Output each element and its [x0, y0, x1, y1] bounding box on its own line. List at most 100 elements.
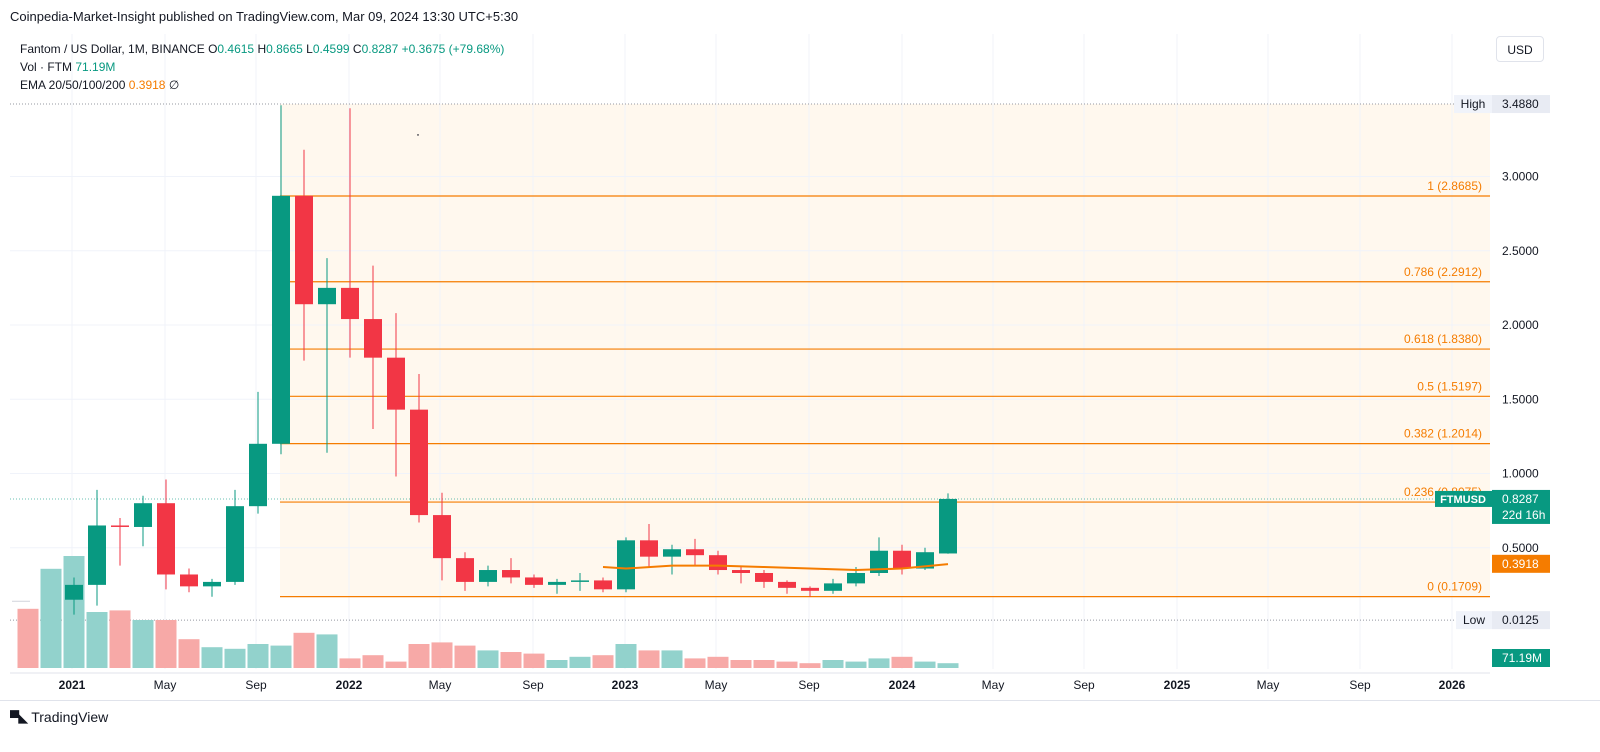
y-tick-label: 0.5000	[1502, 541, 1539, 555]
x-tick-label: Sep	[798, 678, 820, 692]
y-tick-label: 1.0000	[1502, 467, 1539, 481]
legend-volume-label: Vol · FTM	[20, 60, 73, 74]
candle-body	[870, 550, 888, 573]
candle-body	[571, 580, 589, 582]
x-tick-label: May	[982, 678, 1005, 692]
candle-body	[341, 287, 359, 320]
candle-body	[939, 498, 957, 554]
volume-bar	[753, 660, 775, 668]
legend-ema-null: ∅	[168, 78, 180, 92]
volume-bar	[201, 647, 223, 668]
candle-body	[433, 515, 451, 559]
publisher-info: Coinpedia-Market-Insight published on Tr…	[10, 9, 519, 24]
volume-bar	[569, 656, 591, 668]
volume-value-badge	[1492, 649, 1550, 667]
x-tick-label: May	[154, 678, 177, 692]
candle-body	[778, 581, 796, 588]
candle-body	[203, 581, 221, 587]
candle-body	[525, 577, 543, 585]
last-price-badge	[1492, 489, 1550, 524]
ema-value: 0.3918	[1502, 557, 1539, 571]
volume-bar	[937, 663, 959, 668]
tradingview-logo-icon: ▀◣	[10, 710, 28, 725]
x-tick-label: 2025	[1164, 678, 1191, 692]
candle-body	[456, 558, 474, 582]
legend-low-label: L	[306, 42, 313, 56]
candle-body	[801, 587, 819, 591]
candle-body	[847, 572, 865, 584]
volume-bar	[868, 658, 890, 668]
volume-bar	[362, 655, 384, 668]
high-value-badge	[1492, 95, 1550, 114]
tradingview-footer[interactable]: ▀◣ TradingView	[10, 709, 108, 726]
legend-change: +0.3675 (+79.68%)	[401, 42, 505, 56]
candle-body	[157, 503, 175, 575]
candle-body	[134, 503, 152, 527]
volume-bar	[86, 612, 108, 668]
legend-close-label: C	[352, 42, 362, 56]
fib-retracement-zone	[280, 104, 1490, 597]
legend-ema-value: 0.3918	[128, 78, 166, 92]
legend-volume-row[interactable]: Vol · FTM 71.19M	[20, 58, 504, 76]
volume-bar	[615, 644, 637, 668]
candle-body	[617, 540, 635, 590]
volume-bar	[385, 661, 407, 668]
tradingview-brand: TradingView	[31, 709, 109, 725]
legend-ema-row[interactable]: EMA 20/50/100/200 0.3918 ∅	[20, 76, 504, 94]
legend-volume-value: 71.19M	[75, 60, 116, 74]
x-tick-label: Sep	[522, 678, 544, 692]
candle-body	[594, 580, 612, 590]
x-tick-label: Sep	[245, 678, 267, 692]
low-label-badge	[1456, 611, 1492, 630]
legend-ema-label: EMA 20/50/100/200	[20, 78, 126, 92]
volume-bar	[799, 663, 821, 668]
volume-bar	[776, 661, 798, 668]
candle-body	[111, 525, 129, 527]
volume-bar	[454, 645, 476, 668]
legend-symbol: Fantom / US Dollar, 1M, BINANCE	[20, 42, 205, 56]
x-tick-label: 2023	[612, 678, 639, 692]
candle-body	[640, 540, 658, 557]
volume-bar	[914, 661, 936, 668]
volume-bar	[477, 650, 499, 668]
legend-close: 0.8287	[361, 42, 399, 56]
candle-body	[824, 583, 842, 591]
x-tick-label: 2024	[889, 678, 916, 692]
candle-body	[732, 570, 750, 573]
candle-body	[387, 357, 405, 410]
legend-ohlc-row[interactable]: Fantom / US Dollar, 1M, BINANCE O0.4615 …	[20, 40, 504, 58]
candle-body	[755, 572, 773, 582]
candle-countdown: 22d 16h	[1502, 508, 1545, 522]
chart-legend: Fantom / US Dollar, 1M, BINANCE O0.4615 …	[20, 40, 504, 94]
candle-body	[479, 570, 497, 582]
volume-bar	[845, 661, 867, 668]
volume-bar	[40, 568, 62, 668]
candle-body	[226, 506, 244, 582]
last-price-value: 0.8287	[1502, 492, 1539, 506]
fib-level-label: 1 (2.8685)	[1427, 179, 1482, 193]
high-value: 3.4880	[1502, 97, 1539, 111]
candle-body	[686, 549, 704, 556]
volume-value: 71.19M	[1502, 651, 1542, 665]
ema-line	[602, 563, 949, 572]
ema-value-badge	[1492, 554, 1550, 573]
fib-level-label: 0.382 (1.2014)	[1404, 427, 1482, 441]
fib-level-label: 0.5 (1.5197)	[1417, 379, 1482, 393]
volume-bar	[500, 652, 522, 668]
currency-selector-button[interactable]: USD	[1496, 36, 1544, 62]
candle-body	[180, 574, 198, 587]
fib-level-label: 0 (0.1709)	[1427, 580, 1482, 594]
price-chart[interactable]: 1 (2.8685) 0.786 (2.2912) 0.618 (1.8380) 0.…	[0, 34, 1600, 700]
legend-low: 0.4599	[312, 42, 350, 56]
high-label: High	[1461, 97, 1486, 111]
top-bar: Coinpedia-Market-Insight published on Tr…	[0, 0, 1600, 34]
volume-bar	[109, 610, 131, 668]
volume-bar	[155, 620, 177, 668]
candle-body	[916, 552, 934, 569]
candle-body	[893, 550, 911, 569]
low-label: Low	[1463, 613, 1485, 627]
volume-bar	[339, 658, 361, 668]
legend-high-label: H	[257, 42, 267, 56]
footer-divider	[0, 700, 1600, 701]
x-tick-label: May	[1257, 678, 1280, 692]
